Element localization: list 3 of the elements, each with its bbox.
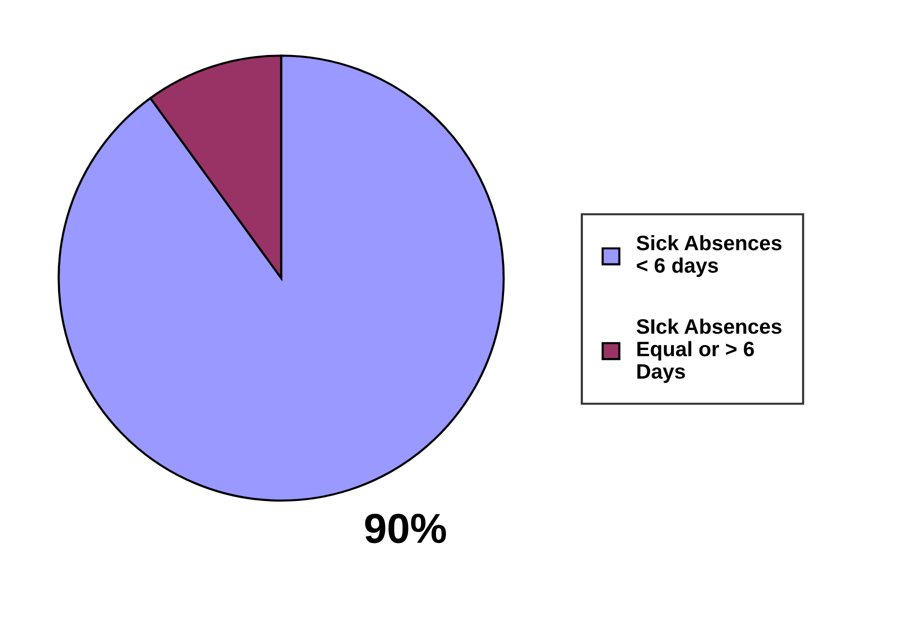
legend-label: SIck Absences Equal or > 6 Days xyxy=(636,318,782,383)
legend-label: Sick Absences < 6 days xyxy=(636,235,782,277)
data-label: 90% xyxy=(365,514,446,544)
